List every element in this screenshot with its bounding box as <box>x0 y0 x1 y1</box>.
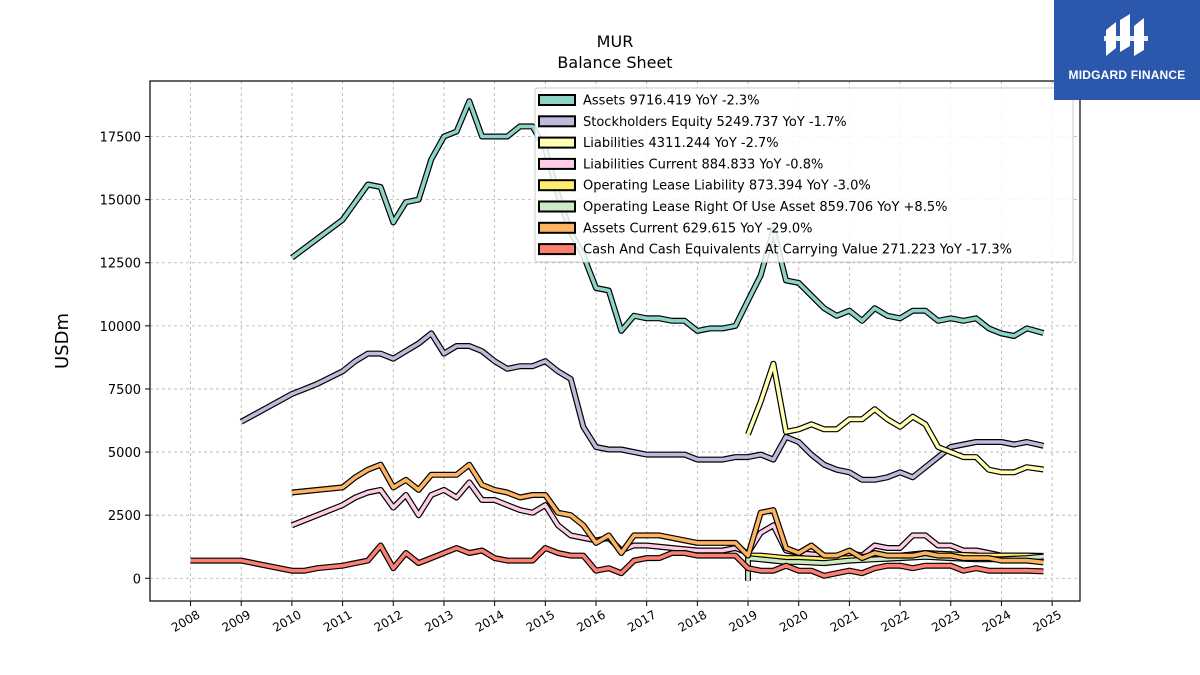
series-line <box>746 361 1044 475</box>
series-line <box>190 543 1044 578</box>
y-tick-label: 12500 <box>100 257 141 272</box>
x-tick-label: 2024 <box>980 607 1013 634</box>
x-tick-label: 2012 <box>372 607 405 634</box>
x-tick-label: 2021 <box>828 607 861 634</box>
series-line <box>290 99 1044 338</box>
series-assets <box>290 98 1045 339</box>
x-tick-label: 2015 <box>524 607 557 634</box>
series-line <box>291 480 1044 558</box>
series-line <box>291 462 1044 565</box>
y-tick-label: 5000 <box>108 446 141 461</box>
series-outline <box>290 479 1044 559</box>
series-cash-and-cash-equivalents-at-carrying-value <box>190 542 1044 579</box>
series-assets-current <box>291 461 1044 566</box>
y-tick-label: 10000 <box>100 320 141 335</box>
x-tick-label: 2016 <box>574 607 607 634</box>
series-layer <box>190 98 1045 581</box>
x-tick-label: 2025 <box>1031 607 1064 634</box>
y-tick-label: 2500 <box>108 509 141 524</box>
legend-entry: Operating Lease Liability 873.394 YoY -3… <box>583 179 871 194</box>
legend-swatch <box>538 94 576 106</box>
legend-entry: Operating Lease Right Of Use Asset 859.7… <box>583 200 947 215</box>
legend-swatch <box>538 200 576 213</box>
legend-box <box>534 87 1074 263</box>
x-tick-label: 2010 <box>270 607 303 634</box>
legend-entry: Stockholders Equity 5249.737 YoY -1.7% <box>583 115 847 130</box>
brand-name: MIDGARD FINANCE <box>1068 68 1186 82</box>
y-tick-label: 17500 <box>100 131 141 146</box>
x-tick-label: 2008 <box>169 607 202 634</box>
legend-swatch <box>538 221 576 234</box>
legend-entry: Liabilities Current 884.833 YoY -0.8% <box>583 157 823 172</box>
chart-subtitle: Balance Sheet <box>557 53 672 72</box>
brand-mark-icon <box>1104 14 1148 56</box>
legend-swatch <box>538 179 576 192</box>
x-tick-label: 2009 <box>220 607 253 634</box>
series-liabilities <box>745 360 1044 476</box>
y-tick-label: 15000 <box>100 194 141 209</box>
x-tick-label: 2013 <box>422 607 455 634</box>
chart-title: MUR <box>597 32 634 51</box>
x-tick-label: 2018 <box>676 607 709 634</box>
plot-frame <box>149 80 1081 602</box>
series-outline <box>745 360 1044 476</box>
x-tick-label: 2022 <box>879 607 912 634</box>
x-tick-label: 2023 <box>929 607 962 634</box>
series-stockholders-equity <box>239 330 1045 483</box>
x-tick-label: 2017 <box>625 607 658 634</box>
legend-entry: Liabilities 4311.244 YoY -2.7% <box>583 136 779 151</box>
legend-entry: Cash And Cash Equivalents At Carrying Va… <box>583 243 1012 258</box>
x-tick-label: 2019 <box>726 607 759 634</box>
legend: Assets 9716.419 YoY -2.3% Stockholders Eq… <box>534 87 1074 263</box>
y-axis-label: USDm <box>52 313 73 369</box>
legend-swatch <box>538 157 576 170</box>
brand-logo: MIDGARD FINANCE <box>1054 0 1200 100</box>
legend-entry: Assets Current 629.615 YoY -29.0% <box>583 221 813 236</box>
legend-swatch <box>538 243 576 256</box>
legend-entry: Assets 9716.419 YoY -2.3% <box>583 94 760 109</box>
legend-swatch <box>538 136 576 149</box>
series-liabilities-current <box>290 479 1044 559</box>
x-tick-label: 2020 <box>777 607 810 634</box>
y-tick-label: 0 <box>133 572 141 587</box>
series-line <box>240 331 1044 482</box>
x-tick-label: 2014 <box>473 607 506 634</box>
legend-swatch <box>538 115 576 128</box>
x-tick-label: 2011 <box>321 607 354 634</box>
y-tick-label: 7500 <box>108 383 141 398</box>
